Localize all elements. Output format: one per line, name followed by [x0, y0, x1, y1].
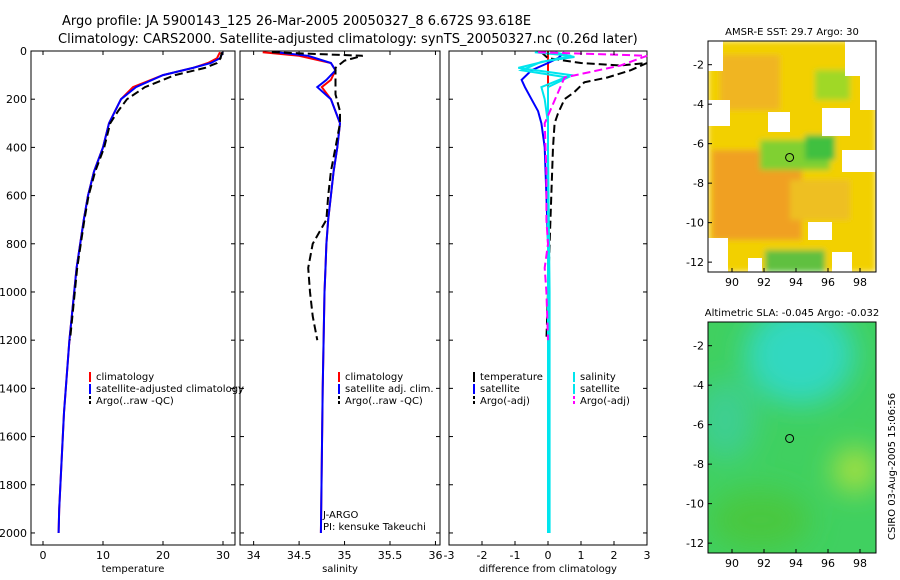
difference-series-2: [540, 51, 648, 341]
salinity-series-2: [271, 51, 363, 341]
sla_map-xtick-label: 96: [821, 557, 835, 570]
sst_map-ytick-label: -2: [693, 59, 704, 72]
sst_map-ytick-label: -12: [686, 256, 704, 269]
difference-right-legend-label-0: salinity: [580, 372, 616, 383]
temperature-legend-label-2: Argo(..raw -QC): [96, 396, 174, 407]
sla_map-ytick-label: -4: [693, 379, 704, 392]
salinity-legend-label-0: climatology: [345, 372, 403, 383]
sla_map-ytick-label: -6: [693, 419, 704, 432]
temperature-ytick-label: 200: [6, 93, 27, 106]
difference-xtick-label: -2: [477, 549, 488, 562]
salinity-note-0: J-ARGO: [322, 510, 359, 521]
sst_map-float-marker: [785, 152, 795, 162]
temperature-ytick-label: 800: [6, 238, 27, 251]
difference-xtick-label: 3: [644, 549, 651, 562]
sst_map-frame: [707, 40, 877, 273]
temperature-ytick-label: 1400: [0, 382, 27, 395]
salinity-series-1: [276, 51, 342, 534]
salinity-xtick-label: 34.5: [287, 549, 312, 562]
temperature-xtick-label: 30: [216, 549, 230, 562]
difference-left-legend-label-2: Argo(-adj): [480, 396, 530, 407]
temperature-xtick-label: 0: [40, 549, 47, 562]
difference-right-legend-label-2: Argo(-adj): [580, 396, 630, 407]
temperature-legend-label-0: climatology: [96, 372, 154, 383]
credit-text: CSIRO 03-Aug-2005 15:06:56: [887, 393, 898, 540]
sst_map-ytick-label: -8: [693, 177, 704, 190]
temperature-ytick-label: 600: [6, 190, 27, 203]
sla_map-float-marker: [785, 433, 795, 443]
difference-xtick-label: -3: [444, 549, 455, 562]
sla_map-ytick-label: -8: [693, 458, 704, 471]
sla_map-xtick-label: 90: [725, 557, 739, 570]
sla-map-image: [708, 322, 876, 553]
temperature-ytick-label: 400: [6, 141, 27, 154]
sst_map-xtick-label: 96: [821, 276, 835, 289]
temperature-ytick-label: 1000: [0, 286, 27, 299]
temperature-xtick-label: 20: [156, 549, 170, 562]
sla_map-xtick-label: 92: [757, 557, 771, 570]
salinity-note-1: PI: kensuke Takeuchi: [323, 522, 426, 533]
salinity-plot-frame: [239, 50, 441, 546]
sla_map-ytick-label: -12: [686, 537, 704, 550]
title-line-2: Climatology: CARS2000. Satellite-adjuste…: [58, 32, 638, 47]
temperature-series-0: [57, 51, 221, 534]
temperature-ytick-label: 1200: [0, 334, 27, 347]
sst_map-xtick-label: 90: [725, 276, 739, 289]
sst_map-title: AMSR-E SST: 29.7 Argo: 30: [725, 27, 859, 38]
difference-series-4: [518, 51, 575, 533]
sst_map-xtick-label: 98: [853, 276, 867, 289]
temperature-ytick-label: 1600: [0, 431, 27, 444]
difference-left-legend-label-0: temperature: [480, 372, 543, 383]
temperature-xtick-label: 10: [96, 549, 110, 562]
temperature-ytick-label: 0: [20, 45, 27, 58]
sst_map-xtick-label: 92: [757, 276, 771, 289]
sla_map-xtick-label: 98: [853, 557, 867, 570]
sst_map-ytick-label: -6: [693, 138, 704, 151]
sla_map-title: Altimetric SLA: -0.045 Argo: -0.032: [705, 308, 880, 319]
sla_map-ytick-label: -10: [686, 498, 704, 511]
salinity-series-0: [262, 51, 342, 534]
salinity-xlabel: salinity: [322, 564, 358, 575]
difference-series-1: [520, 51, 566, 533]
difference-left-legend-label-1: satellite: [480, 384, 520, 395]
difference-right-legend-label-1: satellite: [580, 384, 620, 395]
sla_map-xtick-label: 94: [789, 557, 803, 570]
difference-series-5: [538, 51, 648, 341]
title-line-1: Argo profile: JA 5900143_125 26-Mar-2005…: [62, 14, 531, 29]
salinity-xtick-label: 34: [247, 549, 261, 562]
sst_map-ytick-label: -10: [686, 217, 704, 230]
salinity-xtick-label: 35.5: [378, 549, 403, 562]
temperature-plot-frame: [30, 50, 236, 546]
salinity-legend-label-2: Argo(..raw -QC): [345, 396, 423, 407]
sla_map-ytick-label: -2: [693, 340, 704, 353]
difference-xtick-label: -1: [510, 549, 521, 562]
sst_map-xtick-label: 94: [789, 276, 803, 289]
temperature-legend-label-1: satellite-adjusted climatology: [96, 384, 244, 395]
salinity-legend-label-1: satellite adj. clim.: [345, 384, 434, 395]
difference-xtick-label: 1: [578, 549, 585, 562]
difference-xtick-label: 0: [545, 549, 552, 562]
difference-xlabel: difference from climatology: [479, 564, 617, 575]
difference-xtick-label: 2: [611, 549, 618, 562]
salinity-xtick-label: 35: [338, 549, 352, 562]
temperature-ytick-label: 2000: [0, 527, 27, 540]
sst_map-ytick-label: -4: [693, 98, 704, 111]
salinity-xtick-label: 36: [428, 549, 442, 562]
temperature-ytick-label: 1800: [0, 479, 27, 492]
temperature-series-1: [57, 51, 224, 534]
sst-map-image: [708, 41, 876, 272]
sla_map-frame: [707, 321, 877, 554]
temperature-series-2: [69, 52, 223, 341]
temperature-xlabel: temperature: [102, 564, 165, 575]
